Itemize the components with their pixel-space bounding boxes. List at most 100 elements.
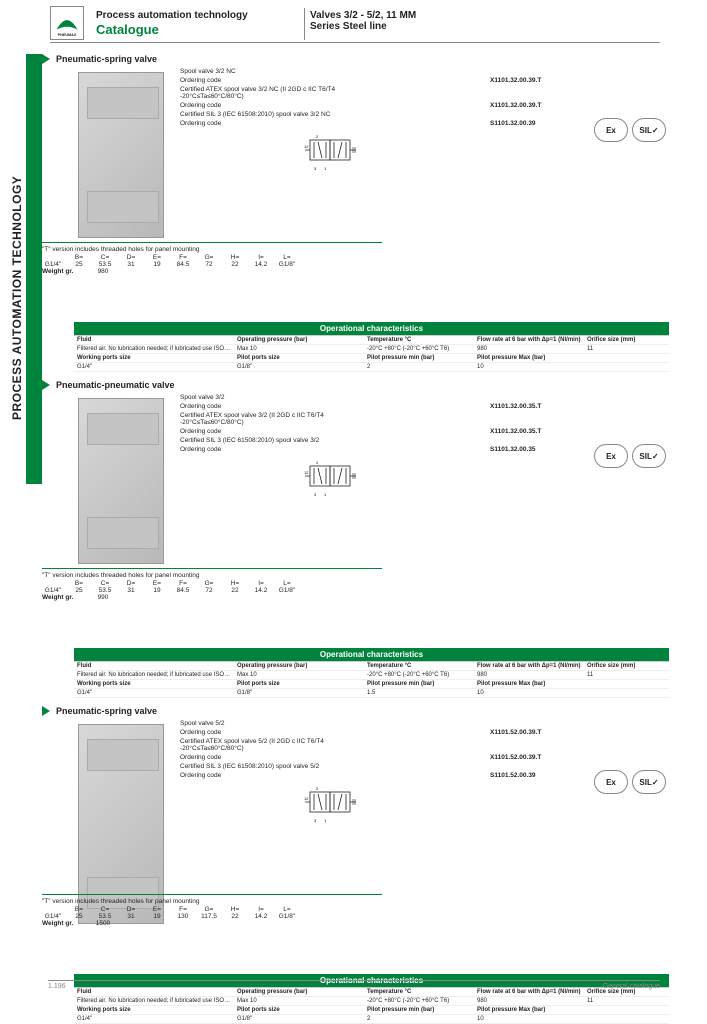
dim-header: I= xyxy=(250,580,272,587)
spec-label: Certified ATEX spool valve 3/2 (II 2GD c… xyxy=(180,412,370,428)
dim-header: H= xyxy=(224,254,246,261)
spec-label: Ordering code xyxy=(180,772,370,780)
dim-header: G= xyxy=(198,580,220,587)
oc-value: 11 xyxy=(584,671,669,680)
oc-header-bar: Operational characteristics xyxy=(74,322,669,335)
dim-value: 117.5 xyxy=(198,913,220,920)
sil-badge: SIL✓ xyxy=(632,770,666,794)
oc-label: Pilot ports size xyxy=(234,1006,364,1015)
dim-value: 25 xyxy=(68,913,90,920)
page-header: PNEUMAX Process automation technology Ca… xyxy=(0,0,707,46)
spec-row: Ordering code X1101.32.00.39.T xyxy=(180,77,670,85)
drawing-note: "T" version includes threaded holes for … xyxy=(42,572,199,579)
oc-label: Temperature °C xyxy=(364,336,474,345)
spec-row: Spool valve 3/2 xyxy=(180,394,670,402)
dim-header: E= xyxy=(146,254,168,261)
arrow-icon xyxy=(42,54,50,64)
spec-value xyxy=(370,68,490,76)
page-footer: 1.196 General catalogue xyxy=(48,980,660,990)
oc-value: 11 xyxy=(584,345,669,354)
ordering-code: S1101.32.00.35 xyxy=(490,446,580,454)
header-product-line: Valves 3/2 - 5/2, 11 MM xyxy=(310,10,416,21)
dim-header: I= xyxy=(250,254,272,261)
oc-value xyxy=(584,363,669,372)
spec-label: Ordering code xyxy=(180,446,370,454)
svg-text:3: 3 xyxy=(314,818,317,823)
drawing-note: "T" version includes threaded holes for … xyxy=(42,898,199,905)
ordering-code: X1101.32.00.39.T xyxy=(490,102,580,110)
oc-label: Pilot pressure Max (bar) xyxy=(474,1006,584,1015)
dim-header: B= xyxy=(68,906,90,913)
spec-row: Spool valve 5/2 xyxy=(180,720,670,728)
arrow-icon xyxy=(42,380,50,390)
dim-value: 14.2 xyxy=(250,261,272,268)
spec-label: Spool valve 3/2 xyxy=(180,394,370,402)
oc-value: Filtered air. No lubrication needed; if … xyxy=(74,997,234,1006)
spec-label: Ordering code xyxy=(180,754,370,762)
svg-text:3: 3 xyxy=(314,492,317,497)
oc-value: G1/8" xyxy=(234,1015,364,1024)
ordering-code: X1101.32.00.39.T xyxy=(490,77,580,85)
oc-value: G1/8" xyxy=(234,689,364,698)
spec-label: Spool valve 3/2 NC xyxy=(180,68,370,76)
spec-value xyxy=(370,412,490,428)
cert-badges: Ex SIL✓ xyxy=(594,118,666,142)
ordering-code: S1101.52.00.39 xyxy=(490,772,580,780)
oc-label xyxy=(584,354,669,363)
product-section: Pneumatic-pneumatic valve Spool valve 3/… xyxy=(42,378,672,698)
divider xyxy=(42,242,382,243)
ordering-code xyxy=(490,394,580,402)
oc-value: -20°C +80°C (-20°C +60°C T6) xyxy=(364,671,474,680)
dim-header: C= xyxy=(94,254,116,261)
svg-text:2: 2 xyxy=(316,460,319,465)
spec-value xyxy=(370,394,490,402)
dim-value: 22 xyxy=(224,587,246,594)
oc-value: 980 xyxy=(474,997,584,1006)
spec-label: Ordering code xyxy=(180,428,370,436)
dim-header: B= xyxy=(68,254,90,261)
section-title: Pneumatic-spring valve xyxy=(56,706,157,716)
oc-label: Operating pressure (bar) xyxy=(234,336,364,345)
oc-value: Max 10 xyxy=(234,671,364,680)
cert-badges: Ex SIL✓ xyxy=(594,770,666,794)
oc-value: -20°C +80°C (-20°C +60°C T6) xyxy=(364,997,474,1006)
oc-value: Max 10 xyxy=(234,345,364,354)
logo-text: PNEUMAX xyxy=(58,33,77,37)
dim-value: G1/8" xyxy=(276,913,298,920)
oc-label xyxy=(584,680,669,689)
oc-table: FluidOperating pressure (bar)Temperature… xyxy=(74,987,669,1024)
dimensions-block: B=C=D=E=F=G=H=I=L= G1/4"2553.5311984.572… xyxy=(42,580,298,601)
spec-value xyxy=(370,77,490,85)
dim-value: 53.5 xyxy=(94,913,116,920)
dim-header: H= xyxy=(224,906,246,913)
divider xyxy=(42,568,382,569)
arrow-icon xyxy=(42,706,50,716)
spec-row: Ordering code X1101.32.00.35.T xyxy=(180,428,670,436)
oc-label: Pilot pressure Max (bar) xyxy=(474,354,584,363)
spec-value xyxy=(370,446,490,454)
spec-row: Spool valve 3/2 NC xyxy=(180,68,670,76)
dim-value: 53.5 xyxy=(94,261,116,268)
spec-value xyxy=(370,102,490,110)
sections-container: Pneumatic-spring valve Spool valve 3/2 N… xyxy=(0,52,707,1024)
dim-value: 22 xyxy=(224,261,246,268)
weight-label: Weight gr. xyxy=(42,594,88,601)
dim-header: G= xyxy=(198,906,220,913)
dim-value: 84.5 xyxy=(172,261,194,268)
pneumatic-schematic: 2 3 1 12 xyxy=(302,780,362,826)
dim-value: G1/8" xyxy=(276,587,298,594)
ordering-code xyxy=(490,763,580,771)
spec-value xyxy=(370,772,490,780)
oc-value: 980 xyxy=(474,671,584,680)
spec-value xyxy=(370,120,490,128)
spec-row: Certified ATEX spool valve 3/2 NC (II 2G… xyxy=(180,86,670,102)
dim-value: 72 xyxy=(198,587,220,594)
spec-value xyxy=(370,729,490,737)
ordering-code xyxy=(490,86,580,102)
dim-header: F= xyxy=(172,254,194,261)
atex-badge: Ex xyxy=(594,444,628,468)
atex-badge: Ex xyxy=(594,118,628,142)
spec-value xyxy=(370,437,490,445)
dim-value: 130 xyxy=(172,913,194,920)
weight-label: Weight gr. xyxy=(42,920,88,927)
